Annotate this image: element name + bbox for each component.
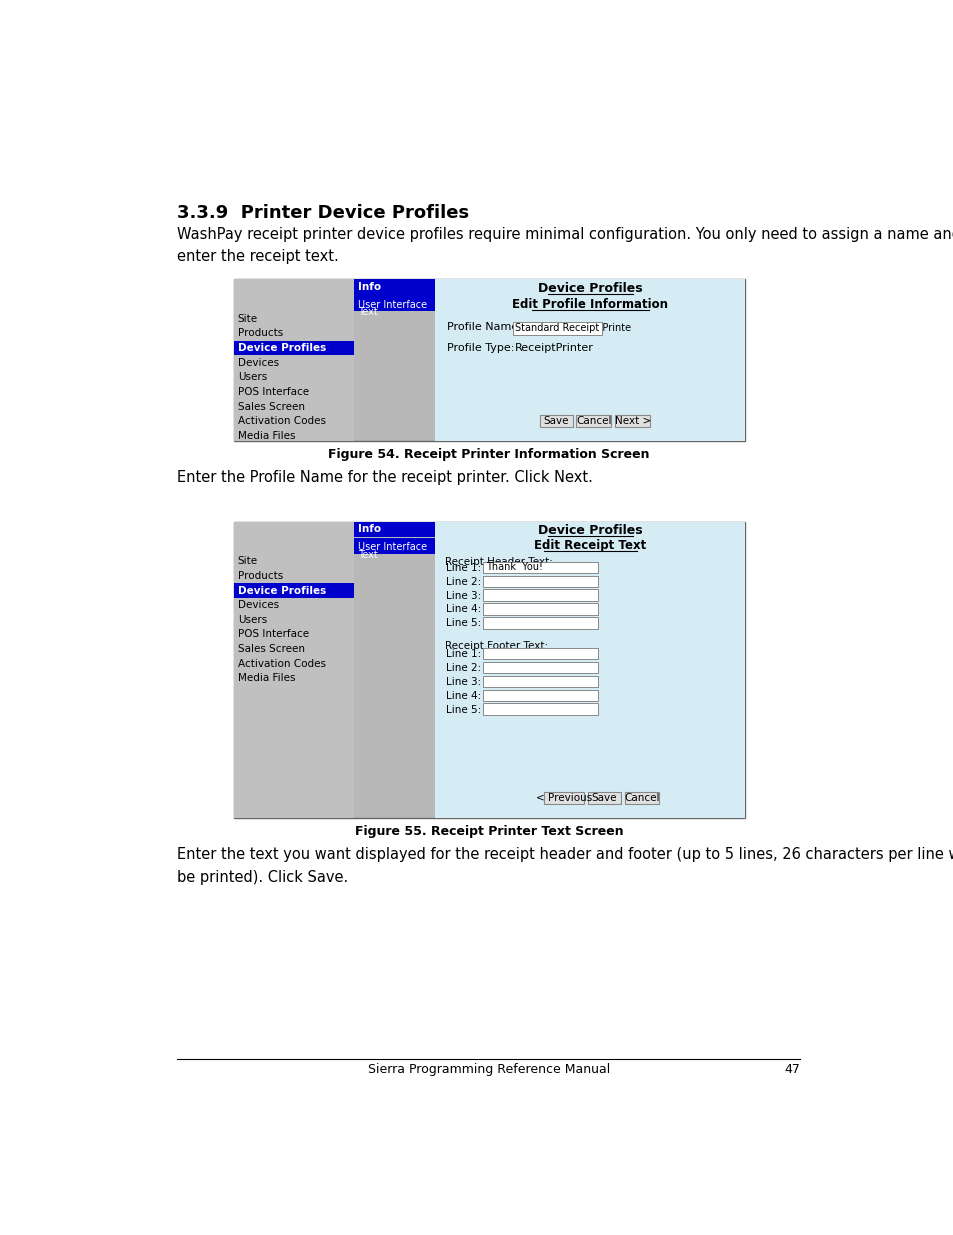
Text: Products: Products xyxy=(237,571,283,580)
Text: Activation Codes: Activation Codes xyxy=(237,416,326,426)
Text: Device Profiles: Device Profiles xyxy=(237,585,326,595)
Text: Line 2:: Line 2: xyxy=(446,577,481,587)
Bar xyxy=(543,792,583,804)
Text: Text: Text xyxy=(357,308,377,317)
Text: Line 4:: Line 4: xyxy=(446,690,481,700)
Bar xyxy=(587,792,620,804)
Text: Users: Users xyxy=(237,615,267,625)
Text: Line 3:: Line 3: xyxy=(446,590,481,600)
Text: < Previous: < Previous xyxy=(536,793,592,803)
Text: Devices: Devices xyxy=(237,600,278,610)
Bar xyxy=(483,704,598,715)
Bar xyxy=(354,295,435,311)
Text: Standard Receipt Printe: Standard Receipt Printe xyxy=(515,324,631,333)
Bar xyxy=(576,415,611,427)
Bar xyxy=(233,279,744,441)
Text: Line 1:: Line 1: xyxy=(446,563,481,573)
Bar xyxy=(435,521,744,818)
Bar xyxy=(483,562,598,573)
Text: Cancel: Cancel xyxy=(623,793,659,803)
Bar xyxy=(483,689,598,701)
Text: POS Interface: POS Interface xyxy=(237,630,309,640)
Text: Figure 54. Receipt Printer Information Screen: Figure 54. Receipt Printer Information S… xyxy=(328,448,649,461)
Bar xyxy=(483,589,598,601)
Text: Profile Name:: Profile Name: xyxy=(447,322,521,332)
Bar xyxy=(483,662,598,673)
Bar xyxy=(539,415,572,427)
Bar xyxy=(354,537,435,555)
Text: Profile Type:: Profile Type: xyxy=(447,343,514,353)
Text: Edit Profile Information: Edit Profile Information xyxy=(512,298,668,311)
Text: WashPay receipt printer device profiles require minimal configuration. You only : WashPay receipt printer device profiles … xyxy=(177,227,953,264)
Text: Receipt Footer Text:: Receipt Footer Text: xyxy=(444,641,547,651)
Text: Device Profiles: Device Profiles xyxy=(537,525,642,537)
Bar xyxy=(483,648,598,659)
Bar xyxy=(233,341,354,356)
Bar xyxy=(435,279,744,441)
Text: Line 3:: Line 3: xyxy=(446,677,481,687)
Text: Media Files: Media Files xyxy=(237,673,295,683)
Text: 47: 47 xyxy=(783,1063,800,1077)
Bar xyxy=(624,792,659,804)
Text: Site: Site xyxy=(237,314,257,324)
Text: 3.3.9  Printer Device Profiles: 3.3.9 Printer Device Profiles xyxy=(177,204,469,221)
Text: Figure 55. Receipt Printer Text Screen: Figure 55. Receipt Printer Text Screen xyxy=(355,825,622,839)
Text: Device Profiles: Device Profiles xyxy=(537,282,642,295)
Bar xyxy=(615,415,649,427)
Text: Sales Screen: Sales Screen xyxy=(237,645,305,655)
Bar xyxy=(483,576,598,587)
Bar xyxy=(354,521,435,537)
Text: Site: Site xyxy=(237,556,257,567)
Text: Info: Info xyxy=(357,525,380,535)
Bar xyxy=(233,279,354,441)
Text: Line 5:: Line 5: xyxy=(446,704,481,715)
Text: ReceiptPrinter: ReceiptPrinter xyxy=(514,343,593,353)
Text: Device Profiles: Device Profiles xyxy=(237,343,326,353)
Bar xyxy=(233,521,354,818)
Text: Cancel: Cancel xyxy=(576,416,611,426)
Text: Thank  You!: Thank You! xyxy=(485,562,542,573)
Text: Line 2:: Line 2: xyxy=(446,663,481,673)
Text: Line 4:: Line 4: xyxy=(446,604,481,615)
Bar xyxy=(483,676,598,687)
Text: Sales Screen: Sales Screen xyxy=(237,401,305,411)
Text: User Interface: User Interface xyxy=(357,542,427,552)
Bar xyxy=(233,521,744,818)
Text: Edit Receipt Text: Edit Receipt Text xyxy=(534,538,646,552)
Text: Info: Info xyxy=(357,282,380,291)
Text: Text: Text xyxy=(357,550,377,559)
Text: Activation Codes: Activation Codes xyxy=(237,658,326,668)
Text: Products: Products xyxy=(237,329,283,338)
Bar xyxy=(513,322,601,335)
Text: Enter the Profile Name for the receipt printer. Click Next.: Enter the Profile Name for the receipt p… xyxy=(177,471,593,485)
Text: Next >: Next > xyxy=(614,416,650,426)
Text: Media Files: Media Files xyxy=(237,431,295,441)
Text: User Interface: User Interface xyxy=(357,300,427,310)
Bar xyxy=(233,583,354,598)
Bar xyxy=(483,603,598,615)
Text: Sierra Programming Reference Manual: Sierra Programming Reference Manual xyxy=(368,1063,609,1077)
Text: Line 5:: Line 5: xyxy=(446,619,481,629)
Text: POS Interface: POS Interface xyxy=(237,387,309,396)
Bar xyxy=(483,618,598,629)
Bar xyxy=(354,279,435,294)
Text: Users: Users xyxy=(237,372,267,383)
Text: Line 1:: Line 1: xyxy=(446,650,481,659)
Text: Save: Save xyxy=(591,793,617,803)
Text: Enter the text you want displayed for the receipt header and footer (up to 5 lin: Enter the text you want displayed for th… xyxy=(177,847,953,884)
Text: Receipt Header Text:: Receipt Header Text: xyxy=(444,557,552,567)
Text: Save: Save xyxy=(543,416,569,426)
Text: Devices: Devices xyxy=(237,358,278,368)
